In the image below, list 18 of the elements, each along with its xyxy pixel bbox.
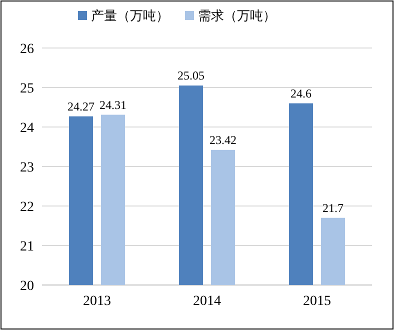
x-tick-label: 2013 <box>83 294 111 309</box>
y-tick-label: 25 <box>20 82 34 96</box>
data-label: 25.05 <box>178 68 204 83</box>
y-tick-label: 23 <box>20 160 34 176</box>
y-tick-label: 20 <box>20 279 34 294</box>
data-label: 21.7 <box>322 200 344 215</box>
y-tick-label: 21 <box>20 240 34 254</box>
legend-label: 需求（万吨） <box>198 9 276 24</box>
x-tick-label: 2015 <box>303 294 331 309</box>
data-label: 23.42 <box>210 132 236 147</box>
data-label: 24.6 <box>290 86 312 100</box>
data-label: 24.31 <box>100 98 126 112</box>
y-tick-label: 26 <box>20 42 34 57</box>
y-tick-label: 22 <box>20 200 34 215</box>
y-tick-label: 24 <box>20 121 34 136</box>
data-label: 24.27 <box>68 99 94 114</box>
x-tick-label: 2014 <box>193 294 221 309</box>
legend-label: 产量（万吨） <box>91 9 169 24</box>
